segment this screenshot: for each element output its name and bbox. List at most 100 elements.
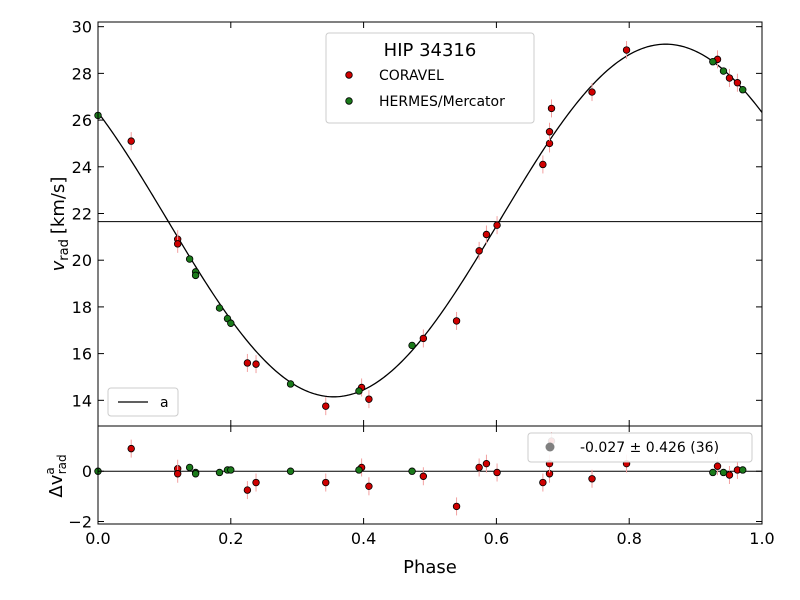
- velocity-point-coravel: [622, 46, 631, 54]
- ylabel-sub: rad: [57, 239, 72, 261]
- top-y-tick-label: 14: [72, 391, 92, 410]
- bottom-x-tick-label: 0.4: [351, 529, 376, 548]
- delta-v-sub: rad: [55, 454, 69, 474]
- bottom-x-ticks: 0.0 0.2 0.4 0.6 0.8 1.0: [85, 426, 775, 548]
- residual-point-coravel: [493, 468, 501, 477]
- residual-point-coravel: [252, 478, 260, 487]
- residual-point-coravel: [127, 444, 135, 453]
- main-legend: HIP 34316 CORAVEL HERMES/Mercator: [325, 32, 535, 124]
- model-legend: a: [107, 387, 179, 417]
- top-y-axis-label: vrad [km/s]: [48, 177, 72, 272]
- velocity-point-coravel: [725, 74, 734, 82]
- velocity-point-coravel: [127, 137, 135, 145]
- bottom-y-tick-label: 0: [82, 462, 92, 481]
- residual-summary: -0.027 ± 0.426 (36): [580, 440, 719, 456]
- residual-point-hermes: [408, 467, 416, 475]
- bottom-y-tick-label: −2: [68, 512, 92, 531]
- delta-v-sup: a: [43, 467, 57, 474]
- legend-title: HIP 34316: [384, 40, 477, 61]
- residual-point-coravel: [173, 470, 182, 478]
- top-y-tick-label: 30: [72, 18, 92, 37]
- residual-panel: 0.0 0.2 0.4 0.6 0.8 1.0 −2 0 -0.027 ± 0.426 (3…: [43, 425, 775, 578]
- top-y-ticks: 14 16 18 20 22 24 26 28 30: [72, 18, 762, 410]
- legend-label-hermes: HERMES/Mercator: [379, 94, 505, 110]
- velocity-point-coravel: [252, 360, 260, 368]
- bottom-y-axis-label: Δvarad: [43, 454, 69, 497]
- velocity-points: [94, 41, 747, 416]
- legend-label-coravel: CORAVEL: [379, 68, 444, 84]
- legend-marker-coravel: [345, 71, 353, 79]
- velocity-point-coravel: [545, 128, 554, 136]
- top-x-ticks: [97, 22, 763, 426]
- bottom-x-tick-label: 1.0: [749, 529, 774, 548]
- velocity-point-coravel: [322, 402, 330, 410]
- velocity-point-coravel: [365, 395, 373, 403]
- bottom-x-tick-label: 0.6: [484, 529, 509, 548]
- ylabel-unit: [km/s]: [48, 177, 69, 234]
- bottom-y-ticks: −2 0: [68, 462, 762, 531]
- residual-point-coravel: [322, 478, 330, 487]
- bottom-x-tick-label: 0.0: [85, 529, 110, 548]
- velocity-point-hermes: [709, 57, 717, 66]
- orbit-model-curve: [97, 43, 763, 398]
- residual-point-hermes: [215, 468, 224, 477]
- residual-point-coravel: [713, 462, 722, 470]
- velocity-point-coravel: [482, 230, 491, 239]
- residual-point-coravel: [419, 472, 428, 480]
- top-y-tick-label: 22: [72, 204, 92, 223]
- residual-point-coravel: [588, 475, 596, 483]
- top-y-tick-label: 26: [72, 111, 92, 130]
- residual-point-hermes: [286, 467, 295, 475]
- residual-point-coravel: [482, 459, 491, 468]
- residual-point-hermes: [191, 470, 200, 478]
- velocity-point-coravel: [419, 334, 428, 343]
- top-y-tick-label: 16: [72, 345, 92, 364]
- velocity-point-coravel: [545, 139, 554, 148]
- residual-legend-marker: [545, 442, 555, 452]
- velocity-point-hermes: [191, 271, 200, 280]
- velocity-point-coravel: [493, 221, 501, 229]
- velocity-point-hermes: [286, 380, 295, 388]
- velocity-point-hermes: [408, 341, 416, 350]
- velocity-point-coravel: [547, 104, 556, 113]
- residual-point-hermes: [709, 468, 717, 477]
- ylabel-v: v: [48, 260, 69, 271]
- velocity-point-hermes: [215, 304, 224, 312]
- residual-legend: -0.027 ± 0.426 (36): [527, 432, 753, 463]
- residual-point-coravel: [475, 463, 483, 472]
- velocity-panel: 14 16 18 20 22 24 26 28 30 HIP 34316 CORAVEL HER…: [48, 18, 763, 427]
- legend-marker-hermes: [345, 97, 353, 105]
- velocity-point-hermes: [227, 319, 235, 327]
- velocity-point-coravel: [539, 160, 547, 169]
- top-y-tick-label: 20: [72, 251, 92, 270]
- velocity-point-coravel: [475, 247, 483, 255]
- velocity-point-coravel: [452, 317, 461, 325]
- x-axis-label: Phase: [403, 557, 457, 578]
- top-y-tick-label: 24: [72, 158, 92, 177]
- velocity-point-hermes: [185, 255, 194, 263]
- top-y-tick-label: 18: [72, 298, 92, 317]
- velocity-point-hermes: [355, 387, 363, 395]
- residual-point-coravel: [365, 482, 373, 491]
- velocity-point-hermes: [739, 86, 747, 94]
- residual-legend-box: [527, 432, 753, 463]
- model-legend-label: a: [160, 395, 169, 411]
- delta-v-label: Δv: [46, 474, 67, 497]
- residual-point-coravel: [243, 486, 252, 494]
- residual-point-hermes: [227, 466, 235, 474]
- velocity-point-coravel: [733, 79, 742, 87]
- top-y-tick-label: 28: [72, 64, 92, 83]
- main-legend-box: [325, 32, 535, 124]
- residual-point-hermes: [355, 466, 363, 474]
- bottom-x-tick-label: 0.8: [616, 529, 641, 548]
- bottom-axes-frame: [97, 425, 763, 525]
- bottom-x-tick-label: 0.2: [218, 529, 243, 548]
- residual-point-hermes: [719, 468, 728, 477]
- residual-point-coravel: [539, 478, 547, 487]
- velocity-point-coravel: [243, 359, 252, 367]
- velocity-point-coravel: [588, 88, 596, 96]
- velocity-point-coravel: [173, 240, 182, 248]
- residual-point-hermes: [185, 463, 194, 472]
- residual-point-coravel: [452, 502, 461, 511]
